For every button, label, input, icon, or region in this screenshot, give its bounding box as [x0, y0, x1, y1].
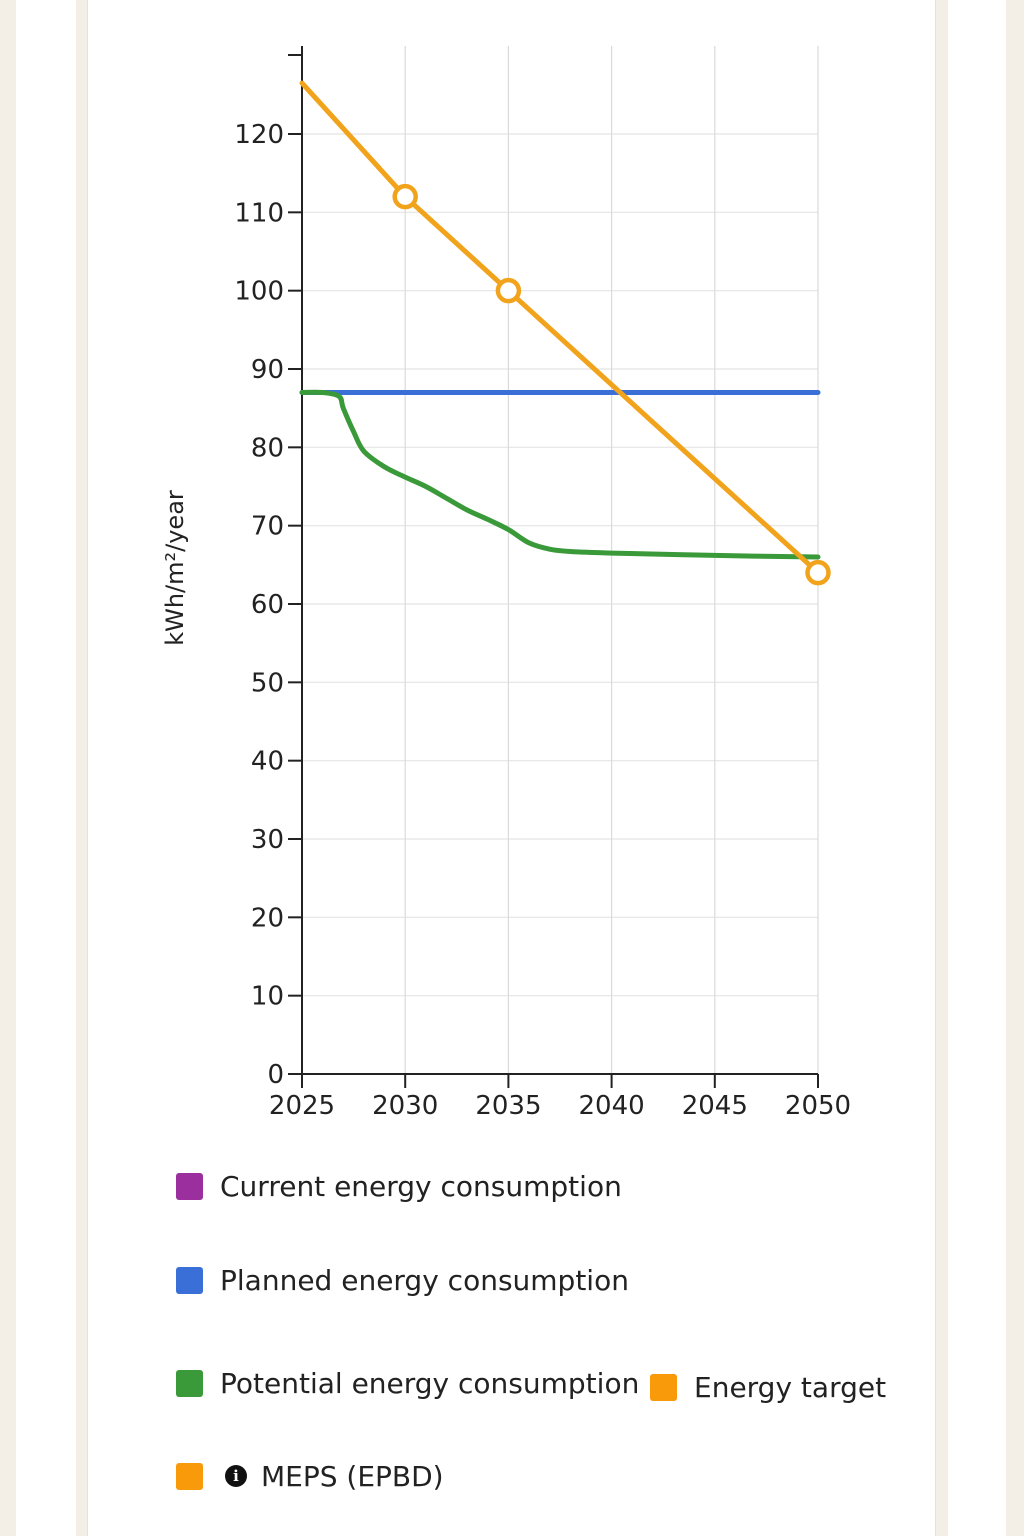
left-margin-strip: [16, 0, 76, 1536]
y-tick-label-0: 0: [267, 1060, 284, 1090]
marker-meps-epbd-2035: [495, 277, 522, 304]
x-tick-label-2035: 2035: [475, 1091, 541, 1121]
y-tick-label-60: 60: [251, 590, 284, 620]
legend-swatch-planned: [176, 1266, 203, 1294]
legend-item-energy-target[interactable]: Energy target: [650, 1367, 886, 1407]
marker-meps-epbd-2050: [805, 559, 831, 586]
marker-meps-epbd-2030: [392, 183, 418, 210]
legend-label-potential: Potential energy consumption: [220, 1366, 640, 1400]
series-line-meps-epbd: [299, 80, 821, 576]
x-tick-label-2050: 2050: [785, 1091, 851, 1121]
legend-swatch-current: [176, 1172, 203, 1200]
y-tick-label-120: 120: [234, 120, 284, 150]
y-tick-label-30: 30: [251, 825, 284, 855]
series: [299, 80, 831, 586]
x-tick-label-2030: 2030: [372, 1091, 438, 1121]
legend-swatch-energy-target: [650, 1373, 677, 1401]
legend-item-planned[interactable]: Planned energy consumption: [176, 1260, 629, 1300]
y-tick-label-110: 110: [234, 198, 284, 228]
legend-item-potential[interactable]: Potential energy consumption: [176, 1363, 639, 1403]
y-tick-label-50: 50: [251, 668, 284, 698]
legend-swatch-potential: [176, 1369, 203, 1397]
legend-label-energy-target: Energy target: [694, 1370, 887, 1404]
info-icon[interactable]: i: [225, 1465, 247, 1487]
legend-label-current: Current energy consumption: [220, 1169, 622, 1203]
y-tick-label-40: 40: [251, 747, 284, 777]
y-tick-label-90: 90: [251, 355, 284, 385]
right-margin-strip: [948, 0, 1006, 1536]
y-tick-label-70: 70: [251, 512, 284, 542]
y-axis-title: kWh/m²/year: [161, 490, 189, 646]
legend-swatch-meps: [176, 1462, 203, 1490]
y-tick-label-100: 100: [234, 277, 284, 307]
legend-item-meps[interactable]: i MEPS (EPBD): [176, 1456, 444, 1496]
x-tick-label-2045: 2045: [682, 1091, 748, 1121]
x-tick-label-2025: 2025: [269, 1091, 335, 1121]
chart-card: [87, 0, 936, 1536]
series-line-potential-energy-consumption: [299, 389, 821, 560]
x-tick-label-2040: 2040: [579, 1091, 645, 1121]
legend-label-planned: Planned energy consumption: [220, 1263, 629, 1297]
legend-label-meps: MEPS (EPBD): [261, 1459, 444, 1493]
y-tick-label-80: 80: [251, 433, 284, 463]
y-tick-label-20: 20: [251, 903, 284, 933]
y-tick-label-10: 10: [251, 982, 284, 1012]
grid: [302, 46, 819, 1074]
legend-item-current[interactable]: Current energy consumption: [176, 1166, 622, 1206]
